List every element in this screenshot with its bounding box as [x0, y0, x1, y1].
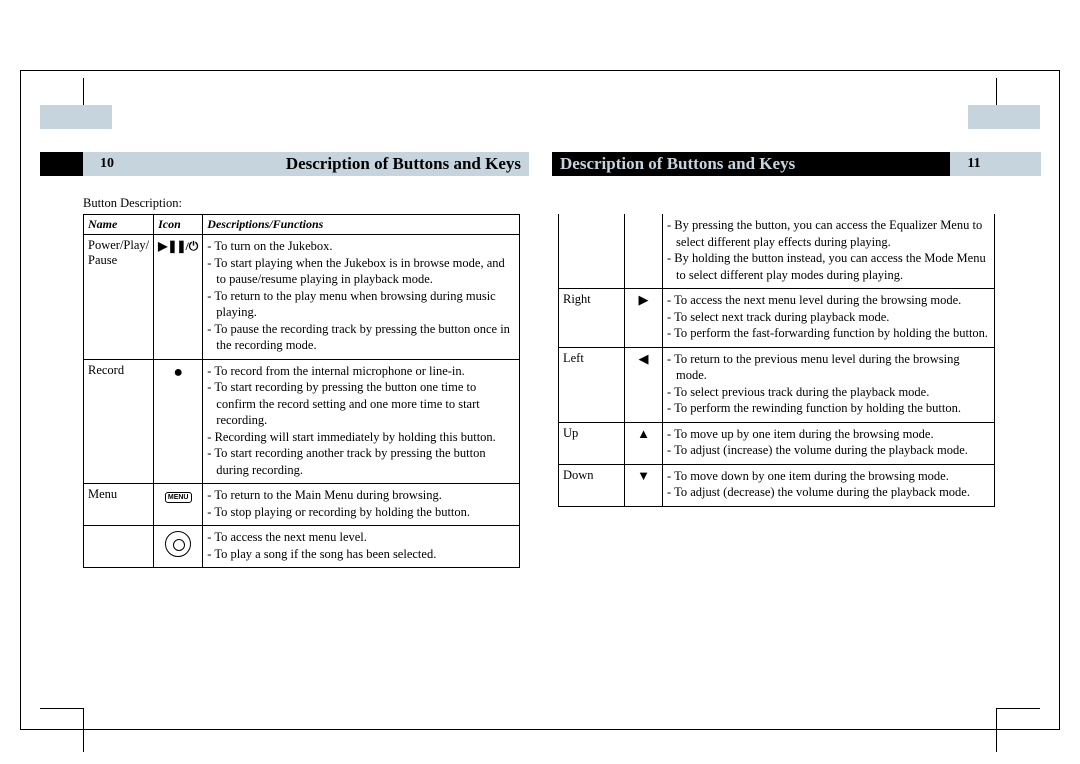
button-table-right: By pressing the button, you can access t… — [558, 214, 995, 507]
table-caption: Button Description: — [83, 196, 995, 211]
cell-name: Right — [559, 289, 625, 348]
cell-functions: To access the next menu level.To play a … — [203, 526, 520, 568]
table-row: By pressing the button, you can access t… — [559, 214, 995, 289]
record-icon: ● — [173, 364, 183, 381]
left-arrow-icon: ◀ — [639, 351, 649, 366]
cell-functions: To access the next menu level during the… — [663, 289, 995, 348]
col-header-icon: Icon — [154, 215, 203, 235]
jog-dial-icon — [165, 531, 191, 557]
function-item: To perform the rewinding function by hol… — [667, 400, 990, 417]
cell-icon: ● — [154, 359, 203, 484]
content-area: Button Description: Name Icon Descriptio… — [83, 196, 995, 568]
table-row: Up ▲ To move up by one item during the bro… — [559, 422, 995, 464]
function-item: To return to the Main Menu during browsi… — [207, 487, 515, 504]
function-item: To perform the fast-forwarding function … — [667, 325, 990, 342]
cell-name — [84, 526, 154, 568]
cell-name: Up — [559, 422, 625, 464]
function-item: To move down by one item during the brow… — [667, 468, 990, 485]
down-arrow-icon: ▼ — [637, 468, 650, 483]
cell-icon: ▶ — [625, 289, 663, 348]
power-play-pause-icon: ▶❚❚/⏻ — [158, 239, 198, 253]
cell-icon: ▼ — [625, 464, 663, 506]
cell-functions: To move up by one item during the browsi… — [663, 422, 995, 464]
function-item: To select next track during playback mod… — [667, 309, 990, 326]
table-row: Menu MENU To return to the Main Menu durin… — [84, 484, 520, 526]
function-item: To move up by one item during the browsi… — [667, 426, 990, 443]
table-row: Power/Play/ Pause ▶❚❚/⏻ To turn on the Juk… — [84, 235, 520, 360]
function-item: To turn on the Jukebox. — [207, 238, 515, 255]
function-item: To access the next menu level. — [207, 529, 515, 546]
function-item: To adjust (decrease) the volume during t… — [667, 484, 990, 501]
function-item: To stop playing or recording by holding … — [207, 504, 515, 521]
crop-mark — [40, 708, 84, 709]
col-header-desc: Descriptions/Functions — [203, 215, 520, 235]
crop-mark — [996, 708, 997, 752]
table-row: Down ▼ To move down by one item during the… — [559, 464, 995, 506]
table-row: Right ▶ To access the next menu level duri… — [559, 289, 995, 348]
cell-functions: By pressing the button, you can access t… — [663, 214, 995, 289]
menu-icon: MENU — [165, 492, 192, 503]
page-number-left: 10 — [83, 152, 131, 176]
cell-icon — [154, 526, 203, 568]
table-row: To access the next menu level.To play a … — [84, 526, 520, 568]
table-row: Left ◀ To return to the previous menu leve… — [559, 347, 995, 422]
page-number-right: 11 — [950, 152, 998, 176]
cell-functions: To move down by one item during the brow… — [663, 464, 995, 506]
crop-mark — [83, 708, 84, 752]
up-arrow-icon: ▲ — [637, 426, 650, 441]
cell-name — [559, 214, 625, 289]
function-item: To access the next menu level during the… — [667, 292, 990, 309]
cell-name: Record — [84, 359, 154, 484]
function-item: To record from the internal microphone o… — [207, 363, 515, 380]
function-item: To start playing when the Jukebox is in … — [207, 255, 515, 288]
header-bands: 10 Description of Buttons and Keys Descr… — [40, 105, 1040, 177]
cell-functions: To return to the previous menu level dur… — [663, 347, 995, 422]
cell-name: Menu — [84, 484, 154, 526]
cell-icon — [625, 214, 663, 289]
right-arrow-icon: ▶ — [639, 292, 649, 307]
function-item: To start recording another track by pres… — [207, 445, 515, 478]
cell-functions: To record from the internal microphone o… — [203, 359, 520, 484]
table-row: Record ● To record from the internal micro… — [84, 359, 520, 484]
cell-icon: ▲ — [625, 422, 663, 464]
cell-functions: To return to the Main Menu during browsi… — [203, 484, 520, 526]
cell-name: Power/Play/ Pause — [84, 235, 154, 360]
button-table-left: Name Icon Descriptions/Functions Power/P… — [83, 214, 520, 568]
cell-functions: To turn on the Jukebox.To start playing … — [203, 235, 520, 360]
function-item: Recording will start immediately by hold… — [207, 429, 515, 446]
cell-name: Left — [559, 347, 625, 422]
section-title-left: Description of Buttons and Keys — [286, 152, 521, 176]
section-title-right: Description of Buttons and Keys — [560, 152, 795, 176]
function-item: To play a song if the song has been sele… — [207, 546, 515, 563]
function-item: To start recording by pressing the butto… — [207, 379, 515, 429]
function-item: To return to the previous menu level dur… — [667, 351, 990, 384]
function-item: To select previous track during the play… — [667, 384, 990, 401]
function-item: To adjust (increase) the volume during t… — [667, 442, 990, 459]
function-item: To return to the play menu when browsing… — [207, 288, 515, 321]
crop-mark — [996, 708, 1040, 709]
function-item: By pressing the button, you can access t… — [667, 217, 990, 250]
function-item: To pause the recording track by pressing… — [207, 321, 515, 354]
col-header-name: Name — [84, 215, 154, 235]
cell-icon: ◀ — [625, 347, 663, 422]
cell-icon: MENU — [154, 484, 203, 526]
function-item: By holding the button instead, you can a… — [667, 250, 990, 283]
cell-name: Down — [559, 464, 625, 506]
cell-icon: ▶❚❚/⏻ — [154, 235, 203, 360]
